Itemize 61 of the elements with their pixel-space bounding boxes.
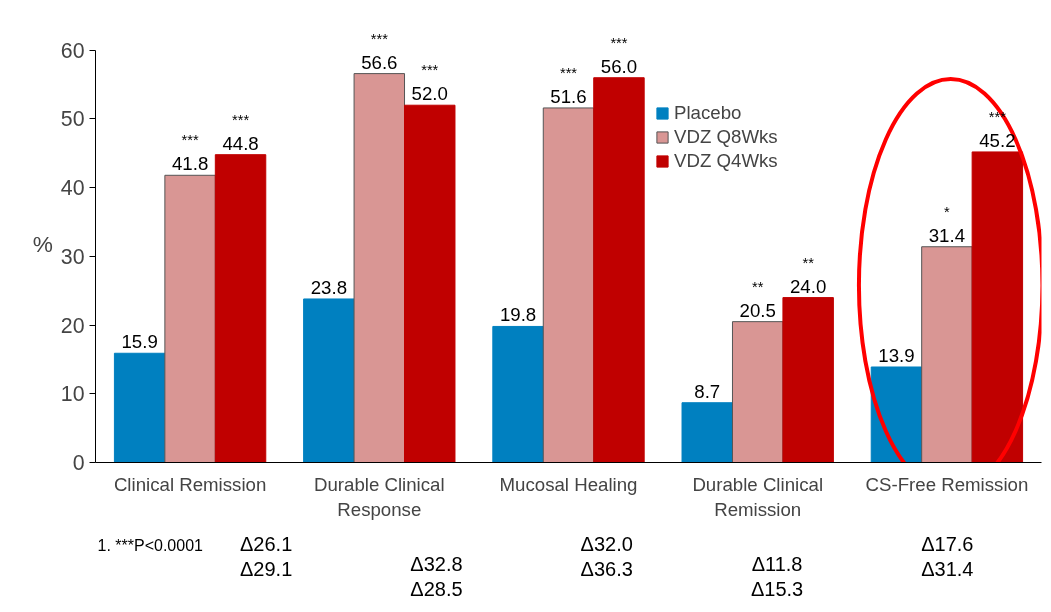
bar <box>870 366 923 463</box>
bar <box>731 321 784 463</box>
bar <box>214 154 267 463</box>
x-tick-label: Mucosal Healing <box>499 473 638 495</box>
data-label: 41.8 <box>171 153 209 175</box>
data-label: 56.0 <box>600 55 638 77</box>
data-label: 13.9 <box>878 344 915 366</box>
legend-label: VDZ Q4Wks <box>674 150 778 172</box>
annotation: *** <box>559 64 578 81</box>
bar <box>303 298 355 463</box>
data-label: 51.6 <box>550 85 587 107</box>
y-axis-title: % <box>32 231 53 257</box>
legend-label: VDZ Q8Wks <box>674 126 778 148</box>
bar <box>593 77 645 463</box>
text: Δ32.0 Δ36.3 <box>580 532 633 580</box>
text: Δ11.8 Δ15.3 <box>750 552 804 600</box>
data-label: 20.5 <box>739 299 776 321</box>
annotation: *** <box>181 132 199 149</box>
annotation: *** <box>610 34 628 51</box>
legend-label: Placebo <box>674 102 742 124</box>
data-label: 23.8 <box>310 276 347 298</box>
data-label: 56.6 <box>361 51 398 73</box>
y-tick-label: 40 <box>60 176 85 201</box>
x-tick-label: Clinical Remission <box>113 473 267 495</box>
text: 1. ***P<0.0001 <box>97 536 204 554</box>
data-label: 52.0 <box>411 83 448 105</box>
data-label: 31.4 <box>928 224 966 246</box>
y-tick-label: 10 <box>60 382 85 407</box>
bar <box>404 104 456 463</box>
data-label: 8.7 <box>694 380 721 402</box>
bar <box>113 352 166 463</box>
y-tick-label: 0 <box>72 451 85 475</box>
bar <box>971 151 1024 463</box>
annotation: ** <box>752 278 764 295</box>
bar <box>164 174 216 463</box>
bar <box>492 325 544 463</box>
annotation: * <box>944 203 951 220</box>
bar <box>542 107 595 463</box>
x-tick-label: Durable Clinical Response <box>313 473 445 520</box>
data-label: 19.8 <box>499 304 537 326</box>
bar <box>353 73 406 463</box>
x-tick-label: CS-Free Remission <box>865 473 1029 495</box>
annotation: *** <box>421 62 439 79</box>
x-tick-label: Durable Clinical Remission <box>692 473 824 520</box>
data-label: 15.9 <box>121 331 158 353</box>
text: Δ32.8 Δ28.5 <box>410 552 463 600</box>
y-tick-label: 60 <box>60 38 85 63</box>
y-tick-label: 50 <box>60 107 85 132</box>
bar <box>921 246 973 463</box>
y-tick-label: 30 <box>60 244 85 269</box>
text: Δ26.1 Δ29.1 <box>240 532 293 580</box>
data-label: 45.2 <box>979 129 1016 151</box>
data-label: 24.0 <box>790 275 827 297</box>
annotation: ** <box>802 254 815 271</box>
bar <box>681 402 733 463</box>
y-tick-label: 20 <box>60 313 85 338</box>
annotation: *** <box>232 111 250 128</box>
text: Δ17.6 Δ31.4 <box>921 532 974 580</box>
text: *** <box>370 30 389 47</box>
bar <box>782 297 834 463</box>
data-label: 44.8 <box>222 132 259 154</box>
